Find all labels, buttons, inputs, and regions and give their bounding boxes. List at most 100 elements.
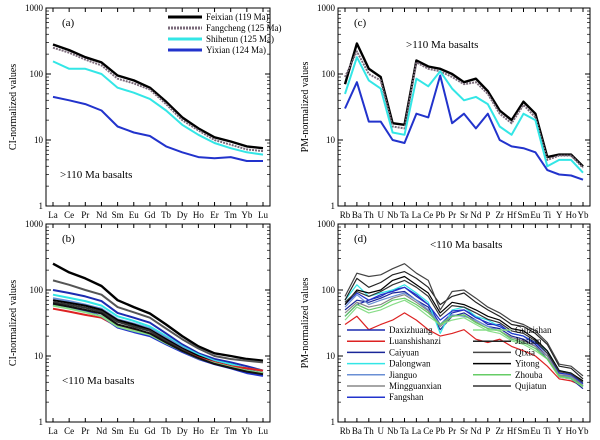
x-tick-label: Ho [193,210,204,220]
x-tick-label: Eu [530,210,540,220]
y-tick-label: 1 [331,201,336,211]
x-tick-label: La [48,426,58,436]
panel-b: 1 10 100 1000 La Ce Pr Nd Sm Eu Gd Tb Dy Ho Er Tm Yb Lu CI… [8,219,271,436]
legend-label: Qujiatun [515,381,547,391]
x-tick-label: Nd [470,210,481,220]
x-tick-label: U [377,426,384,436]
y-tick-label: 10 [34,135,44,145]
x-tick-label: Pr [448,210,456,220]
x-tick-label: Zr [495,426,504,436]
x-tick-label: P [485,426,490,436]
x-tick-label: Rb [340,426,351,436]
x-tick-label: Ti [543,426,551,436]
x-tick-label: Yb [578,426,589,436]
y-tick-label: 1000 [317,219,336,229]
x-tick-label: Pr [81,426,89,436]
y-tick-label: 100 [322,285,336,295]
series-line [344,279,584,383]
series-line [52,289,264,372]
x-tick-label: Zr [495,210,504,220]
x-tick-label: Tb [161,426,171,436]
x-tick-label: Ta [400,210,409,220]
y-tick-label: 100 [322,69,336,79]
series-line [343,42,584,168]
series-line [344,297,584,387]
x-tick-label: U [377,210,384,220]
x-tick-label: Nd [96,210,107,220]
y-tick-label: 10 [326,351,336,361]
panel-a: 1 10 100 1000 La Ce Pr Nd Sm Eu Gd Tb Dy Ho Er Tm Yb Lu CI… [8,3,281,220]
x-tick-label: Sr [460,426,468,436]
x-tick-label: Ce [64,210,74,220]
x-tick-label: Sr [460,210,468,220]
y-axis-label: CI-normalized values [8,64,19,150]
series-line [52,60,264,156]
panel-note: >110 Ma basalts [406,39,478,51]
series-line [344,294,584,386]
x-tick-label: Y [556,210,563,220]
legend-label: Yitong [515,359,540,369]
y-tick-label: 100 [30,285,44,295]
series-line [344,275,584,382]
plot-frame [45,7,271,207]
x-tick-label: Ce [64,426,74,436]
y-axis-label: PM-normalized values [300,61,311,152]
x-tick-label: Ce [423,426,433,436]
x-tick-label: Tm [224,210,237,220]
legend-label: Guizishan [515,325,552,335]
x-tick-label: Ta [400,426,409,436]
x-tick-label: Th [364,426,374,436]
legend-label: Shihetun (125 Ma) [206,34,274,44]
x-tick-label: Ce [423,210,433,220]
x-tick-label: Eu [129,426,139,436]
x-tick-label: Rb [340,210,351,220]
series-line [52,293,264,372]
legend-label: Fangshan [389,392,424,402]
series-line [344,74,584,181]
x-tick-label: Dy [177,426,188,436]
legend-label: Jiashan [515,336,542,346]
x-tick-label: Ho [566,426,577,436]
x-tick-label: Gd [144,210,155,220]
legend-label: Yixian (124 Ma) [206,45,266,55]
panel-label: (b) [62,233,75,245]
x-tick-label: Ba [352,210,362,220]
y-tick-label: 1 [39,417,44,427]
x-tick-label: Sm [112,210,124,220]
panel-note: >110 Ma basalts [60,169,132,181]
x-tick-label: P [485,210,490,220]
series-line [52,43,264,150]
x-tick-label: Sm [112,426,124,436]
x-tick-label: Th [364,210,374,220]
y-axis-label: PM-normalized values [300,277,311,368]
series-line [52,262,264,362]
x-tick-label: Y [556,426,563,436]
y-tick-label: 1000 [25,219,44,229]
plot-frame [337,7,591,207]
x-tick-label: Ho [566,210,577,220]
x-tick-label: Gd [144,426,155,436]
plot-frame [45,223,271,423]
x-tick-label: Ti [543,210,551,220]
series-line [344,56,584,174]
x-tick-label: Pr [448,426,456,436]
y-tick-label: 1 [39,201,44,211]
x-tick-label: Yb [241,210,252,220]
legend-label: Daxizhuang [389,325,433,335]
x-tick-label: Ho [193,426,204,436]
x-tick-label: Tm [224,426,237,436]
x-tick-label: Sm [517,210,529,220]
x-tick-label: Sm [517,426,529,436]
y-axis-label: CI-normalized values [8,280,19,366]
legend-label: Mingguanxian [389,381,442,391]
series-line [52,279,264,364]
x-tick-label: Yb [578,210,589,220]
x-tick-label: Dy [177,210,188,220]
x-tick-label: Yb [241,426,252,436]
x-tick-label: Nd [470,426,481,436]
panel-label: (c) [354,17,367,29]
x-tick-label: La [412,210,422,220]
legend-label: Dalongwan [389,359,431,369]
x-tick-label: Pb [435,210,445,220]
x-tick-label: Eu [530,426,540,436]
